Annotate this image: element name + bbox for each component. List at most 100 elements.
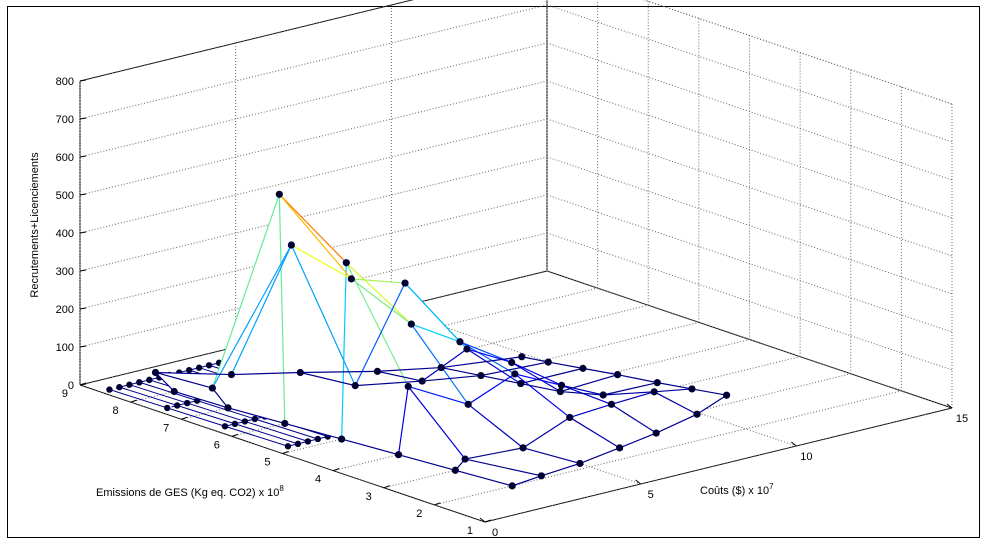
data-point (579, 364, 587, 372)
z-tick-label: 0 (68, 380, 74, 392)
x-tick-mark (635, 479, 641, 485)
z-tick-label: 600 (56, 152, 74, 164)
y-tick-label: 7 (163, 422, 169, 434)
surface-face (155, 372, 228, 408)
z-tick-label: 500 (56, 190, 74, 202)
x-tick-label: 10 (800, 451, 812, 463)
grid-line-z (79, 4, 548, 120)
mesh-edge (377, 370, 423, 382)
data-point (231, 420, 239, 428)
x-tick-mark (946, 403, 953, 409)
mesh-edge (579, 447, 620, 465)
mesh-edge (291, 244, 352, 280)
flat-grid-line (119, 386, 299, 445)
data-point (284, 443, 292, 450)
x-tick-label: 5 (648, 489, 654, 501)
mesh-edge (611, 391, 655, 405)
mesh-edge (211, 244, 292, 389)
grid-line-z (79, 80, 548, 196)
grid-line-z (642, 0, 953, 105)
mesh-edge (654, 388, 692, 393)
grid-line-z (79, 156, 548, 272)
mesh-edge (211, 194, 280, 389)
surface-face (654, 388, 727, 415)
mesh-edge (653, 391, 698, 415)
mesh-edge (355, 380, 423, 387)
box-edge (79, 0, 414, 82)
z-tick-label: 700 (56, 114, 74, 126)
surface-face (523, 417, 620, 464)
mesh-edge (230, 244, 292, 375)
y-tick-mark (484, 519, 492, 523)
data-point (287, 241, 295, 249)
mesh-edge (422, 374, 481, 382)
data-point (338, 435, 346, 443)
x-axis-exponent: 7 (769, 482, 774, 491)
surface-face (455, 459, 542, 486)
z-tick-label: 300 (56, 266, 74, 278)
data-point (437, 363, 445, 372)
mesh-edge (520, 382, 561, 393)
data-point (136, 379, 143, 386)
surface-face (155, 245, 292, 389)
z-tick-label: 800 (56, 76, 74, 88)
data-point (205, 362, 213, 369)
x-tick-mark (791, 441, 797, 447)
grid-line-z (546, 4, 953, 143)
mesh-edge (569, 416, 620, 449)
data-point (173, 402, 181, 409)
mesh-edge (341, 438, 399, 456)
data-point (275, 190, 283, 198)
mesh-edge (466, 348, 512, 364)
flat-grid-line (109, 389, 289, 447)
mesh-edge (617, 374, 658, 384)
y-tick-mark (434, 502, 441, 506)
mesh-edge (511, 361, 562, 386)
data-point (401, 279, 409, 287)
data-point (566, 413, 574, 422)
data-point (294, 440, 302, 448)
data-point (616, 444, 624, 452)
grid-line-z (546, 232, 953, 371)
y-axis-label: Emissions de GES (Kg eq. CO2) x 108 (96, 484, 284, 499)
surface-face (468, 373, 570, 448)
surface-face (341, 262, 409, 455)
z-tick-mark (79, 345, 87, 348)
z-tick-label: 100 (56, 342, 74, 354)
data-point (650, 388, 658, 396)
data-point (208, 384, 216, 392)
data-point (477, 371, 485, 380)
data-point (221, 423, 229, 430)
data-point (599, 391, 607, 399)
mesh-edge (407, 386, 466, 460)
data-point (557, 381, 566, 389)
data-point (607, 400, 616, 408)
tick-labels: 0 100 200 300 400 500 600 700 800 0 5 10 15 1 2 3 4 5 6 7 8 9 (56, 76, 968, 539)
mesh-edge (569, 403, 612, 419)
mesh-edge (404, 282, 468, 350)
y-axis-label-text: Emissions de GES (Kg eq. CO2) x 10 (96, 487, 279, 499)
mesh-edge (408, 385, 469, 405)
data-point (347, 275, 355, 283)
data-point (151, 368, 160, 377)
mesh-edge (514, 373, 571, 418)
mesh-edge (480, 361, 549, 377)
data-point (688, 385, 696, 393)
surface-face (560, 374, 658, 395)
data-point (394, 451, 403, 459)
z-tick-label: 400 (56, 228, 74, 240)
z-tick-label: 200 (56, 304, 74, 316)
mesh-edge (582, 367, 618, 376)
mesh-edge (548, 361, 584, 369)
data-point (652, 429, 660, 437)
x-tick-mark (479, 517, 486, 523)
mesh-edge (603, 382, 658, 396)
mesh-edge (211, 387, 229, 409)
mesh-edge (278, 194, 286, 424)
grid-line-z (79, 42, 548, 158)
x-tick-label: 0 (492, 527, 498, 539)
mesh-edge (480, 374, 521, 385)
data-point (653, 379, 661, 387)
data-point (106, 386, 113, 393)
y-axis-exponent: 8 (279, 484, 284, 493)
